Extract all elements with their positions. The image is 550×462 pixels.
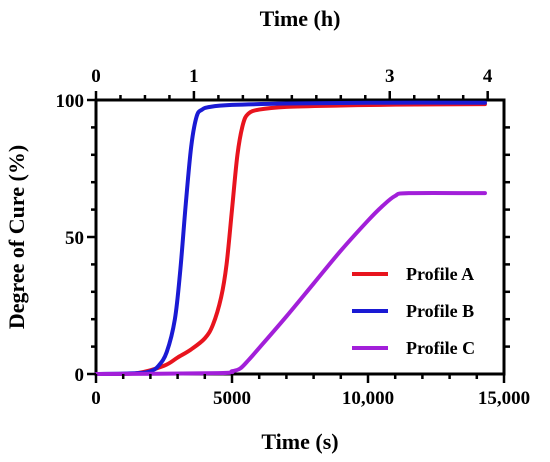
x-axis-title: Time (s) <box>261 429 338 454</box>
series-line-c <box>94 190 487 376</box>
legend: Profile A Profile B Profile C <box>352 264 475 358</box>
series-line-a <box>94 102 487 377</box>
legend-label: Profile B <box>406 301 474 321</box>
tick-layer: 0 5000 10,000 15,000 0 50 100 0 1 3 4 <box>56 66 531 409</box>
plot-frame <box>94 98 506 376</box>
series-line-b <box>94 100 487 376</box>
legend-label: Profile A <box>406 264 474 284</box>
y-tick-label: 100 <box>56 91 85 112</box>
y-tick-label: 0 <box>75 365 85 386</box>
legend-label: Profile C <box>406 338 475 358</box>
x-tick-label: 10,000 <box>342 388 394 409</box>
x-tick-label: 5000 <box>213 388 251 409</box>
top-tick-label: 0 <box>91 66 101 87</box>
series-layer <box>94 100 487 377</box>
x-tick-label: 0 <box>91 388 101 409</box>
top-tick-label: 3 <box>385 66 395 87</box>
top-tick-label: 4 <box>483 66 493 87</box>
y-axis-title: Degree of Cure (%) <box>4 145 29 329</box>
top-tick-label: 1 <box>189 66 199 87</box>
y-tick-label: 50 <box>65 228 84 249</box>
top-x-axis-title: Time (h) <box>260 6 341 31</box>
x-tick-label: 15,000 <box>478 388 530 409</box>
